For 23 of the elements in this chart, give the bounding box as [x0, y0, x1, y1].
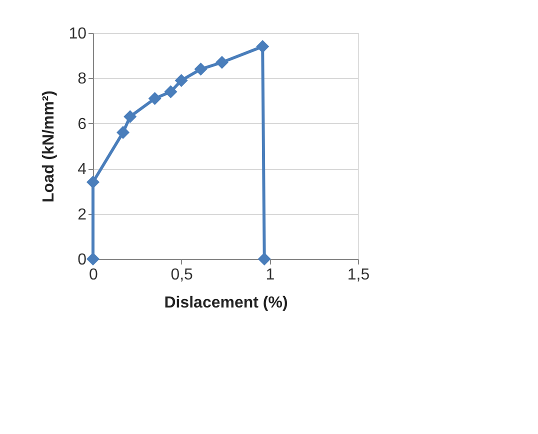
point [258, 252, 271, 266]
x-axis-title: Dislacement (%) [164, 294, 288, 312]
y-tick-label: 8 [78, 70, 87, 88]
y-tick-label: 0 [78, 252, 87, 268]
x-tick-label: 1,5 [347, 266, 370, 284]
y-tick-label: 6 [78, 116, 87, 133]
point [86, 252, 100, 266]
y-tick-label: 2 [78, 206, 87, 224]
point [164, 85, 178, 98]
y-axis-title: Load (kN/mm²) [40, 90, 58, 202]
y-tick-label: 4 [78, 161, 87, 178]
point [148, 92, 162, 106]
x-tick-label: 0,5 [170, 266, 194, 284]
y-tick-label: 10 [68, 26, 87, 42]
point [215, 56, 228, 69]
point [116, 126, 130, 139]
point [124, 110, 137, 124]
x-tick-label: 1 [266, 266, 275, 284]
point [174, 74, 188, 87]
point [86, 176, 100, 189]
point [256, 40, 270, 54]
point [194, 62, 208, 76]
x-tick-label: 0 [89, 266, 98, 284]
